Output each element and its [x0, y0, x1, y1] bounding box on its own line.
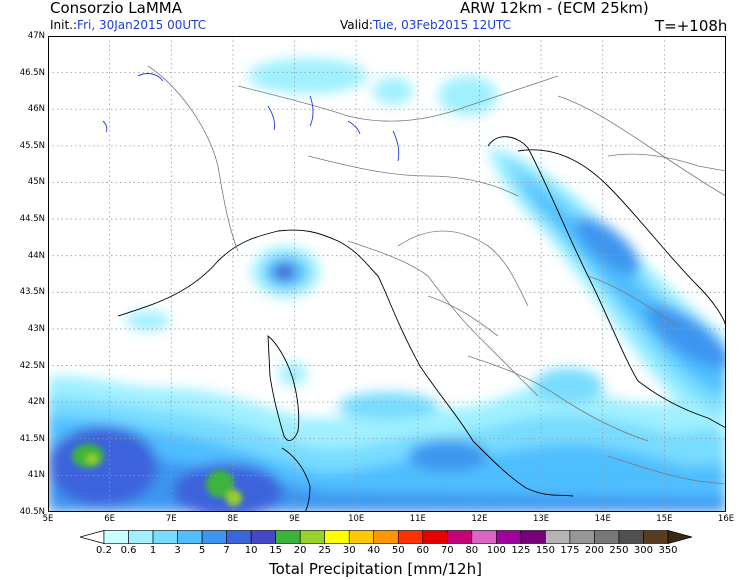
header-lead-time: T=+108h [655, 17, 728, 35]
colorbar-swatch [373, 530, 399, 544]
colorbar-tick-label: 60 [416, 545, 430, 556]
colorbar-swatch [299, 530, 325, 544]
colorbar-swatch [471, 530, 497, 544]
lat-tick-label: 45N [27, 177, 45, 188]
colorbar-tick-label: 3 [174, 545, 181, 556]
colorbar-tick-label: 150 [535, 545, 555, 556]
colorbar-tick-label: 1 [149, 545, 157, 556]
colorbar-tick-label: 0.6 [120, 545, 137, 556]
init-value: Fri, 30Jan2015 00UTC [77, 18, 207, 32]
colorbar-swatch [569, 530, 595, 544]
lat-lon-grid [48, 36, 726, 512]
lon-tick-label: 16E [717, 514, 735, 524]
lat-tick-label: 44.5N [19, 214, 45, 225]
colorbar-tick-label: 7 [223, 545, 230, 556]
colorbar-swatch [397, 530, 424, 544]
lat-tick-label: 47N [27, 31, 45, 41]
colorbar-tick-label: 80 [465, 545, 479, 556]
colorbar-tick-label: 300 [633, 545, 654, 556]
colorbar-swatch [250, 530, 276, 544]
colorbar-tick-label: 50 [391, 545, 405, 556]
colorbar-tick-label: 350 [658, 545, 678, 556]
colorbar-tick-label: 200 [584, 545, 604, 556]
lon-tick-label: 15E [656, 514, 673, 524]
lon-tick-label: 7E [165, 514, 177, 524]
colorbar-swatch [275, 530, 301, 544]
lat-tick-label: 41.5N [19, 433, 45, 444]
colorbar-swatch [152, 530, 178, 544]
colorbar-tick-label: 175 [560, 545, 580, 556]
lon-tick-label: 8E [227, 514, 239, 524]
init-label: Init.: [50, 18, 78, 32]
lat-tick-label: 43N [27, 323, 45, 334]
colorbar [80, 530, 692, 544]
lat-tick-label: 43.5N [19, 287, 45, 298]
lon-tick-label: 12E [471, 514, 488, 524]
colorbar-tick-label: 70 [440, 545, 454, 556]
lat-tick-label: 40.5N [19, 507, 45, 517]
lat-tick-label: 44N [27, 250, 45, 261]
lon-tick-label: 14E [594, 514, 611, 524]
colorbar-swatch [348, 530, 375, 544]
lat-tick-label: 41N [27, 470, 45, 481]
colorbar-tick-label: 30 [342, 545, 356, 556]
lon-tick-label: 13E [532, 514, 550, 524]
colorbar-tick-label: 5 [198, 545, 206, 556]
colorbar-swatch [447, 530, 473, 544]
header-valid: Valid:Tue, 03Feb2015 12UTC [340, 19, 511, 32]
valid-label: Valid: [340, 18, 373, 32]
colorbar-tick-label: 15 [269, 545, 282, 556]
lat-tick-label: 46.5N [19, 67, 45, 78]
colorbar-tick-label: 40 [367, 545, 381, 556]
lon-tick-label: 6E [104, 514, 116, 524]
header-init: Init.:Fri, 30Jan2015 00UTC [50, 19, 206, 32]
header-model: ARW 12km - (ECM 25km) [460, 0, 649, 17]
colorbar-swatch [643, 530, 669, 544]
lon-tick-label: 5E [42, 514, 54, 524]
lon-tick-label: 11E [409, 514, 426, 524]
colorbar-swatch [226, 530, 252, 544]
borders [147, 65, 726, 485]
map-frame [48, 36, 726, 512]
colorbar-tick-label: 250 [609, 545, 629, 556]
lon-tick-label: 10E [348, 514, 365, 524]
colorbar-swatch [177, 530, 203, 544]
lat-tick-label: 42N [27, 397, 45, 408]
colorbar-swatch [545, 530, 571, 544]
valid-value: Tue, 03Feb2015 12UTC [372, 18, 512, 32]
header-org: Consorzio LaMMA [50, 0, 182, 17]
colorbar-title: Total Precipitation [mm/12h] [269, 560, 482, 578]
precip-cores [72, 444, 242, 506]
lat-tick-label: 46N [27, 104, 45, 115]
colorbar-swatch [128, 530, 154, 544]
colorbar-tick-label: 25 [318, 545, 332, 556]
lakes [102, 73, 400, 162]
colorbar-tick-label: 125 [511, 545, 531, 556]
lat-tick-label: 45.5N [19, 140, 45, 151]
precipitation-map [48, 36, 726, 512]
colorbar-swatch [201, 530, 227, 544]
colorbar-tick-label: 0.2 [96, 545, 112, 556]
colorbar-tick-label: 10 [244, 545, 258, 556]
colorbar-tick-label: 100 [486, 545, 506, 556]
colorbar-swatch [594, 530, 620, 544]
lon-tick-label: 9E [289, 514, 300, 524]
colorbar-swatch [520, 530, 546, 544]
colorbar-high-arrow [667, 530, 692, 544]
colorbar-swatch [422, 530, 448, 544]
colorbar-swatch [496, 530, 522, 544]
colorbar-tick-label: 20 [293, 545, 307, 556]
colorbar-swatch [324, 530, 350, 544]
colorbar-swatch [103, 530, 129, 544]
colorbar-swatch [618, 530, 644, 544]
colorbar-low-arrow [80, 530, 105, 544]
lat-tick-label: 42.5N [19, 360, 45, 371]
